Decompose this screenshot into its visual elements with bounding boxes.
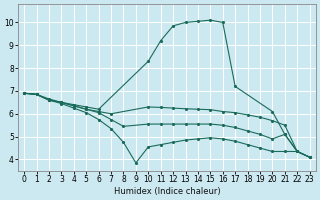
X-axis label: Humidex (Indice chaleur): Humidex (Indice chaleur) (114, 187, 220, 196)
